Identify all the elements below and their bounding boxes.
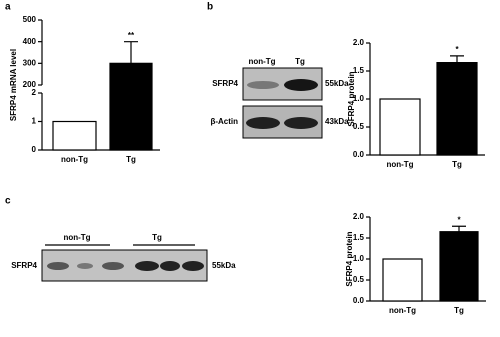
panel-label: a	[5, 2, 11, 13]
band	[246, 117, 280, 129]
band	[284, 117, 318, 129]
y-tick-label: 200	[23, 80, 37, 89]
row-label: SFRP4	[212, 79, 238, 88]
significance: *	[455, 45, 459, 54]
y-tick-label: 1	[32, 117, 37, 126]
band	[102, 262, 124, 270]
panel-label: b	[207, 2, 213, 13]
y-tick-label: 1.5	[353, 66, 365, 75]
band	[135, 261, 159, 271]
y-axis-title: SFRP4 protein	[347, 71, 356, 126]
row-label: SFRP4	[11, 261, 37, 270]
bar	[436, 61, 478, 156]
error-bar	[450, 55, 464, 63]
significance: *	[457, 215, 461, 224]
significance: **	[128, 31, 135, 40]
bar	[382, 258, 423, 302]
band	[47, 262, 69, 270]
column-label: non-Tg	[248, 57, 275, 66]
y-tick-label: 1.5	[353, 233, 365, 242]
x-tick-label: non-Tg	[61, 155, 88, 164]
y-tick-label: 0.5	[353, 275, 365, 284]
y-tick-label: 0	[32, 145, 37, 154]
size-label: 55kDa	[325, 79, 349, 88]
band	[77, 263, 93, 269]
y-tick-label: 0.0	[353, 150, 365, 159]
error-bar	[452, 225, 466, 232]
error-bar	[124, 41, 138, 64]
y-tick-label: 2.0	[353, 212, 365, 221]
row-label: β-Actin	[210, 117, 238, 126]
panel-label: c	[5, 196, 11, 207]
group-label: non-Tg	[63, 233, 90, 242]
y-axis-title: SFRP4 mRNA level	[9, 49, 18, 121]
blot-b: non-Tg Tg SFRP4 β-Actin 55kDa 43kDa	[210, 57, 349, 139]
blot-c: non-Tg Tg SFRP4 55kDa	[11, 233, 236, 282]
band	[284, 79, 318, 91]
x-tick-label: Tg	[126, 155, 136, 164]
y-tick-label: 1.0	[353, 94, 365, 103]
group-label: Tg	[152, 233, 162, 242]
y-tick-label: 0.5	[353, 122, 365, 131]
size-label: 55kDa	[212, 261, 236, 270]
band	[160, 261, 180, 271]
x-tick-label: non-Tg	[389, 306, 416, 315]
y-tick-label: 2	[32, 88, 37, 97]
y-tick-label: 1.0	[353, 254, 365, 263]
bar	[109, 62, 153, 151]
bar	[379, 98, 421, 156]
x-tick-label: non-Tg	[386, 160, 413, 169]
y-tick-label: 500	[23, 15, 37, 24]
band	[182, 261, 204, 271]
y-tick-label: 2.0	[353, 38, 365, 47]
band	[247, 81, 279, 89]
x-tick-label: Tg	[454, 306, 464, 315]
x-tick-label: Tg	[452, 160, 462, 169]
y-tick-label: 300	[23, 58, 37, 67]
y-tick-label: 400	[23, 37, 37, 46]
bar	[439, 231, 479, 302]
size-label: 43kDa	[325, 117, 349, 126]
bar	[52, 120, 97, 151]
column-label: Tg	[295, 57, 305, 66]
y-axis-title: SFRP4 protein	[345, 231, 354, 286]
y-tick-label: 0.0	[353, 296, 365, 305]
